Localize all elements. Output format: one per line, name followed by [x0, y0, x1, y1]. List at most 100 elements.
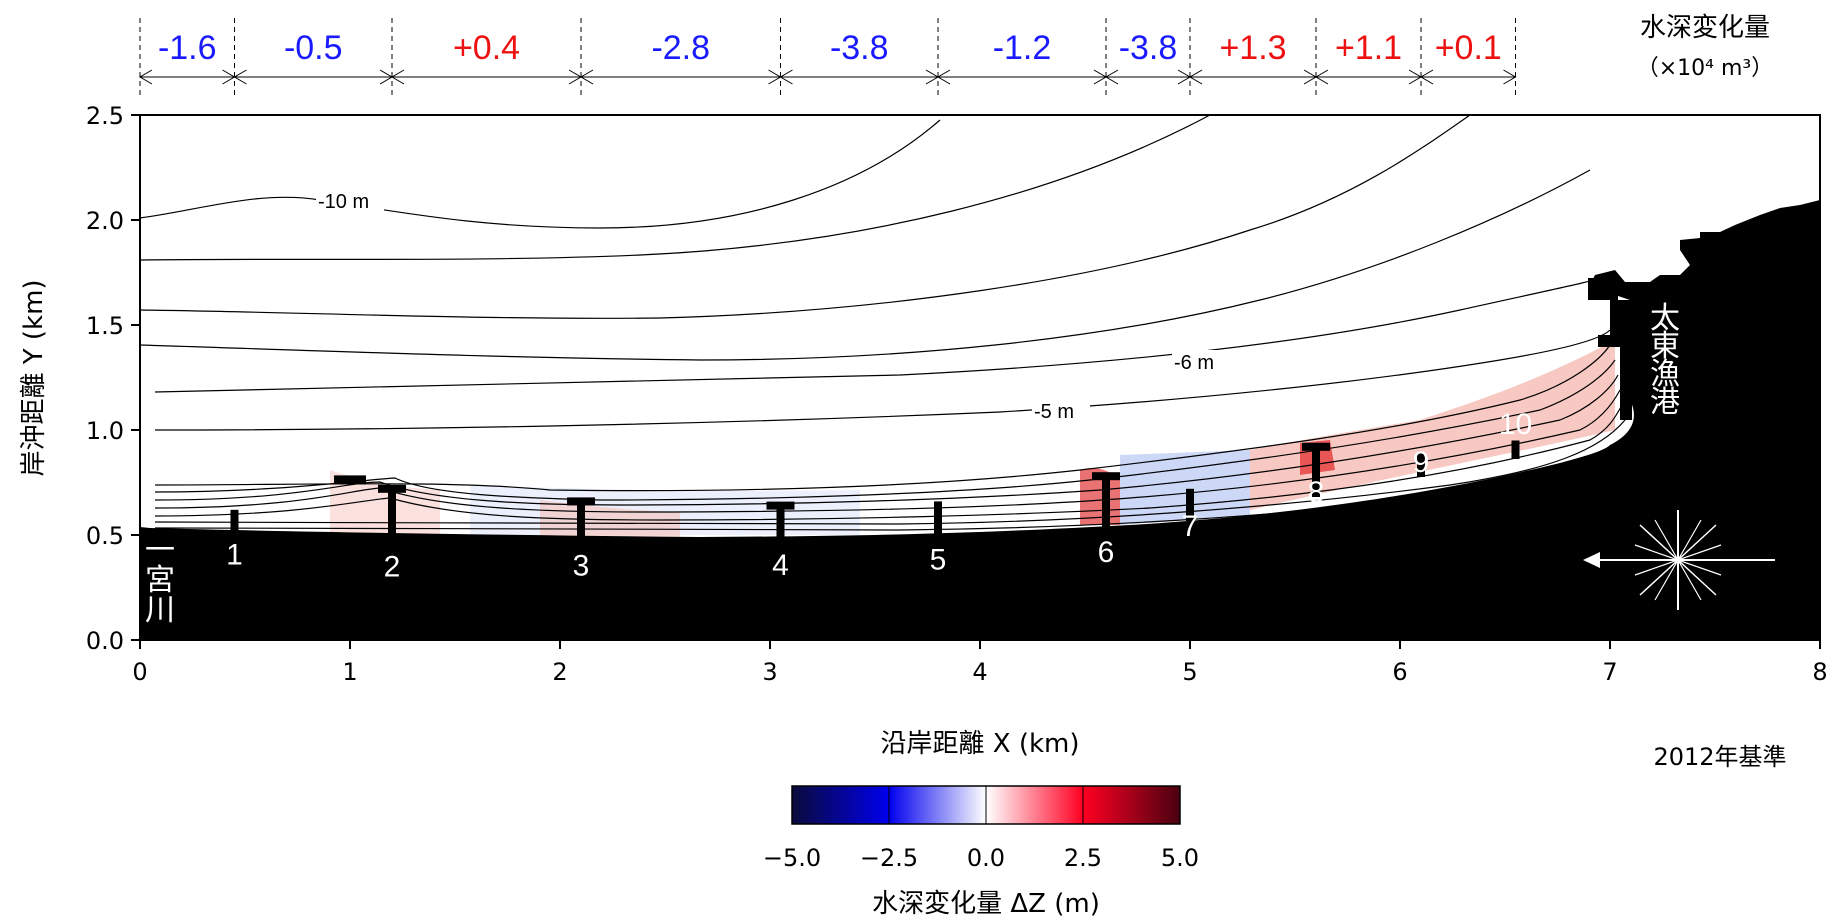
contour-label-bg-10 [316, 189, 384, 213]
x-tick-label: 6 [1392, 658, 1407, 686]
river-label: 一宮川 [145, 534, 175, 627]
groyne-stem [1417, 453, 1425, 477]
detached-breakwater [334, 475, 366, 485]
x-tick-label: 4 [972, 658, 987, 686]
compass-arrowhead-icon [1583, 552, 1600, 568]
change-patch-red-8 [1250, 340, 1615, 510]
y-tick-label: 1.0 [86, 417, 124, 445]
structure-label: 7 [1182, 510, 1199, 543]
header-segment-value: +1.3 [1219, 29, 1286, 67]
isobath-0m [154, 404, 1623, 521]
groyne-stem [1511, 440, 1520, 459]
y-axis: 0.0 0.5 1.0 1.5 2.0 2.5 [86, 102, 140, 655]
header-segment-value: -3.8 [1119, 29, 1178, 67]
volume-change-header: -1.6 -0.5 +0.4 -2.8 -3.8 -1.2 -3.8 +1.3 +1.1 +0.1 [139, 18, 1517, 98]
x-tick-label: 7 [1602, 658, 1617, 686]
x-tick-label: 1 [342, 658, 357, 686]
header-segment-value: -3.8 [830, 29, 889, 67]
structure-label: 1 [226, 539, 243, 572]
groyne-head [567, 497, 595, 506]
plot-area: -10 m -6 m -5 m 1 2 3 4 5 6 7 8 9 10 一宮川 太東漁港 [139, 114, 1821, 641]
groyne-stem [934, 501, 942, 540]
isobath-10m [139, 119, 941, 229]
x-tick-label: 0 [132, 658, 147, 686]
port-label-char: 港 [1650, 386, 1680, 419]
contour-label-5m: -5 m [1034, 401, 1074, 423]
header-segment-value: -0.5 [284, 29, 343, 67]
reference-year-label: 2012年基準 [1653, 743, 1786, 771]
isobath-3m [154, 359, 1616, 501]
y-tick-label: 2.5 [86, 102, 124, 130]
x-tick-label: 5 [1182, 658, 1197, 686]
river-label-char: 宮 [145, 564, 175, 597]
port-label-char: 太 [1650, 302, 1680, 335]
header-arrow-left-icon [1189, 69, 1203, 85]
structure-label: 2 [384, 550, 401, 583]
colorbar-label: 水深変化量 ΔZ (m) [872, 889, 1100, 919]
groyne-stem [1102, 476, 1110, 540]
isobath-4m [154, 344, 1611, 492]
structure-label: 10 [1499, 408, 1532, 441]
y-tick-label: 0.0 [86, 627, 124, 655]
header-segment-value: -1.6 [158, 29, 217, 67]
header-segment-value: +0.4 [453, 29, 520, 67]
header-segment-value: -1.2 [993, 29, 1052, 67]
isobath-1m [154, 389, 1621, 513]
header-title-line2: （×10⁴ m³） [1637, 56, 1774, 81]
colorbar-tick-label: −2.5 [860, 844, 918, 872]
header-arrow-left-icon [1420, 69, 1434, 85]
colorbar: −5.0 −2.5 0.0 2.5 5.0 水深変化量 ΔZ (m) [763, 785, 1199, 919]
x-tick-label: 2 [552, 658, 567, 686]
x-axis: 0 1 2 3 4 5 6 7 8 [132, 640, 1828, 686]
header-segment-value: -2.8 [651, 29, 710, 67]
header-arrow-left-icon [937, 69, 951, 85]
port-label: 太東漁港 [1650, 302, 1680, 419]
port-breakwater-4 [1620, 340, 1632, 420]
isobath-9m [139, 114, 1211, 261]
port-label-char: 漁 [1650, 358, 1680, 391]
x-tick-label: 8 [1812, 658, 1827, 686]
groyne-head [1092, 472, 1120, 481]
header-arrow-left-icon [139, 69, 153, 85]
y-tick-label: 1.5 [86, 312, 124, 340]
groyne-stem [577, 501, 585, 541]
isobath-7m [139, 169, 1591, 361]
header-arrow-left-icon [391, 69, 405, 85]
structure-label: 5 [930, 544, 947, 577]
contour-label-6m: -6 m [1174, 352, 1214, 374]
header-arrow-left-icon [233, 69, 247, 85]
groyne-head [378, 484, 406, 493]
x-tick-label: 3 [762, 658, 777, 686]
colorbar-tick-label: 5.0 [1161, 844, 1199, 872]
port-breakwater-2 [1610, 300, 1636, 340]
contour-label-bg-5 [1032, 399, 1090, 423]
structure-label: 9 [1413, 446, 1430, 479]
y-tick-label: 2.0 [86, 207, 124, 235]
header-segment-value: +1.1 [1335, 29, 1402, 67]
header-arrow-left-icon [1105, 69, 1119, 85]
header-title-line1: 水深変化量 [1640, 13, 1770, 43]
change-patch-red-left [330, 470, 440, 535]
change-patch-blue-67 [1120, 450, 1250, 525]
y-tick-label: 0.5 [86, 522, 124, 550]
isobath-shore-a [154, 419, 1626, 525]
structure-label: 4 [772, 549, 789, 582]
header-arrow-left-icon [580, 69, 594, 85]
colorbar-tick-label: −5.0 [763, 844, 821, 872]
river-label-char: 一 [145, 534, 175, 567]
header-arrow-right-icon [1503, 69, 1517, 85]
colorbar-tick-label: 2.5 [1064, 844, 1102, 872]
port-breakwater-1 [1588, 278, 1618, 300]
isobath-8m [139, 114, 1471, 319]
structure-label: 3 [573, 550, 590, 583]
x-axis-label: 沿岸距離 X (km) [880, 729, 1079, 759]
groyne-stem [388, 488, 396, 542]
header-segment-value: +0.1 [1435, 29, 1502, 67]
coastal-structures: 1 2 3 4 5 6 7 8 9 10 [226, 408, 1532, 583]
groyne-head [1302, 442, 1330, 451]
compass-rose [1583, 510, 1775, 610]
groyne-stem [776, 505, 785, 541]
header-arrow-left-icon [1315, 69, 1329, 85]
groyne-head [766, 501, 795, 510]
